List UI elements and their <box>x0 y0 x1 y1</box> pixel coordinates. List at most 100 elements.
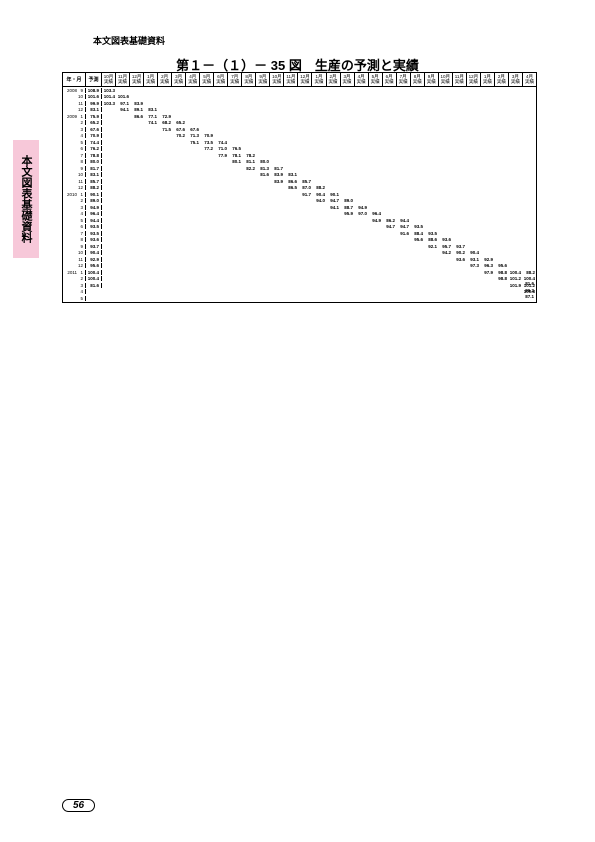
cell-forecast: 81.7 <box>86 166 102 171</box>
cell-month: 8 <box>78 159 86 164</box>
cell-month: 9 <box>78 244 86 249</box>
cell-forecast: 70.9 <box>86 133 102 138</box>
cell-forecast: 83.1 <box>86 107 102 112</box>
cell-month: 12 <box>78 185 86 190</box>
cell-value: 68.2 <box>158 120 172 125</box>
cell-month: 3 <box>78 127 86 132</box>
col-period: 3月実績 <box>341 73 355 86</box>
cell-value: 74.4 <box>214 140 228 145</box>
side-tab: 本文図表基礎資料 <box>13 140 39 258</box>
col-period: 6月実績 <box>214 73 228 86</box>
cell-value: 91.7 <box>298 192 312 197</box>
cell-value: 98.8 <box>494 270 508 275</box>
cell-value: 77.1 <box>144 114 158 119</box>
cell-month: 9 <box>78 166 86 171</box>
cell-forecast: 93.7 <box>86 244 102 249</box>
col-period: 8月実績 <box>242 73 256 86</box>
cell-value: 83.9 <box>270 179 284 184</box>
cell-value: 89.1 <box>130 107 144 112</box>
cell-value: 70.9 <box>200 133 214 138</box>
cell-value: 96.3 <box>480 263 494 268</box>
col-period: 3月実績 <box>172 73 186 86</box>
cell-value: 93.6 <box>438 237 452 242</box>
cell-month: 2 <box>78 120 86 125</box>
cell-value: 93.5 <box>424 231 438 236</box>
cell-forecast: 108.9 <box>86 88 102 93</box>
cell-year: 2008 <box>63 88 78 93</box>
cell-value: 101.4 <box>102 94 116 99</box>
col-period: 7月実績 <box>228 73 242 86</box>
cell-value: 83.9 <box>130 101 144 106</box>
col-period: 5月実績 <box>369 73 383 86</box>
cell-value: 97.9 <box>480 270 494 275</box>
cell-value: 95.9 <box>340 211 354 216</box>
cell-month: 10 <box>78 250 86 255</box>
col-period: 11月実績 <box>284 73 298 86</box>
cell-forecast: 75.9 <box>86 114 102 119</box>
col-period: 4月実績 <box>186 73 200 86</box>
cell-value: 71.3 <box>186 133 200 138</box>
cell-month: 10 <box>78 172 86 177</box>
cell-forecast: 85.7 <box>86 179 102 184</box>
cell-year: 2010 <box>63 192 78 197</box>
cell-value: 95.7 <box>438 244 452 249</box>
table-body: 20089108.9103.310101.6101.4101.61199.910… <box>63 87 536 302</box>
cell-value: 88.2 <box>312 185 326 190</box>
col-period: 1月実績 <box>144 73 158 86</box>
col-period: 3月実績 <box>509 73 523 86</box>
cell-month: 7 <box>78 153 86 158</box>
cell-month: 1 <box>78 114 86 119</box>
cell-value: 70.2 <box>172 133 186 138</box>
cell-forecast: 93.5 <box>86 224 102 229</box>
cell-value: 94.0 <box>312 198 326 203</box>
cell-value: 67.6 <box>172 127 186 132</box>
cell-value: 86.2 <box>382 218 396 223</box>
cell-value: 97.3 <box>466 263 480 268</box>
col-period: 10月実績 <box>270 73 284 86</box>
cell-value: 90.4 <box>312 192 326 197</box>
cell-month: 6 <box>78 224 86 229</box>
cell-value: 77.9 <box>214 153 228 158</box>
cell-value: 72.9 <box>158 114 172 119</box>
cell-month: 11 <box>78 257 86 262</box>
col-period: 12月実績 <box>298 73 312 86</box>
cell-month: 1 <box>78 192 86 197</box>
col-period: 10月実績 <box>102 73 116 86</box>
cell-year: 2011 <box>63 270 78 275</box>
cell-value: 89.0 <box>340 198 354 203</box>
cell-value: 73.5 <box>200 140 214 145</box>
col-period: 12月実績 <box>467 73 481 86</box>
col-period: 12月実績 <box>130 73 144 86</box>
cell-month: 8 <box>78 237 86 242</box>
cell-month: 5 <box>78 296 86 301</box>
cell-month: 4 <box>78 211 86 216</box>
cell-forecast: 88.2 <box>86 185 102 190</box>
overflow-values: 81.686.287.1 <box>525 281 534 301</box>
col-period: 11月実績 <box>453 73 467 86</box>
cell-value: 86.5 <box>284 185 298 190</box>
cell-value: 88.2 <box>522 270 536 275</box>
col-period: 11月実績 <box>116 73 130 86</box>
cell-month: 3 <box>78 205 86 210</box>
col-period: 4月実績 <box>523 73 536 86</box>
cell-value: 86.6 <box>130 114 144 119</box>
cell-forecast: 89.0 <box>86 198 102 203</box>
cell-month: 5 <box>78 218 86 223</box>
cell-forecast: 90.4 <box>86 250 102 255</box>
cell-value: 94.2 <box>438 250 452 255</box>
cell-value: 65.2 <box>172 120 186 125</box>
cell-value: 97.0 <box>354 211 368 216</box>
cell-forecast: 92.9 <box>86 257 102 262</box>
cell-month: 11 <box>78 101 86 106</box>
cell-value: 85.7 <box>298 179 312 184</box>
col-period: 5月実績 <box>200 73 214 86</box>
cell-forecast: 67.6 <box>86 127 102 132</box>
cell-value: 92.1 <box>424 244 438 249</box>
cell-month: 4 <box>78 289 86 294</box>
cell-value: 100.4 <box>508 270 522 275</box>
cell-value: 80.1 <box>228 159 242 164</box>
cell-value: 81.1 <box>242 159 256 164</box>
cell-value: 88.6 <box>424 237 438 242</box>
cell-value: 81.3 <box>256 166 270 171</box>
cell-forecast: 90.1 <box>86 192 102 197</box>
